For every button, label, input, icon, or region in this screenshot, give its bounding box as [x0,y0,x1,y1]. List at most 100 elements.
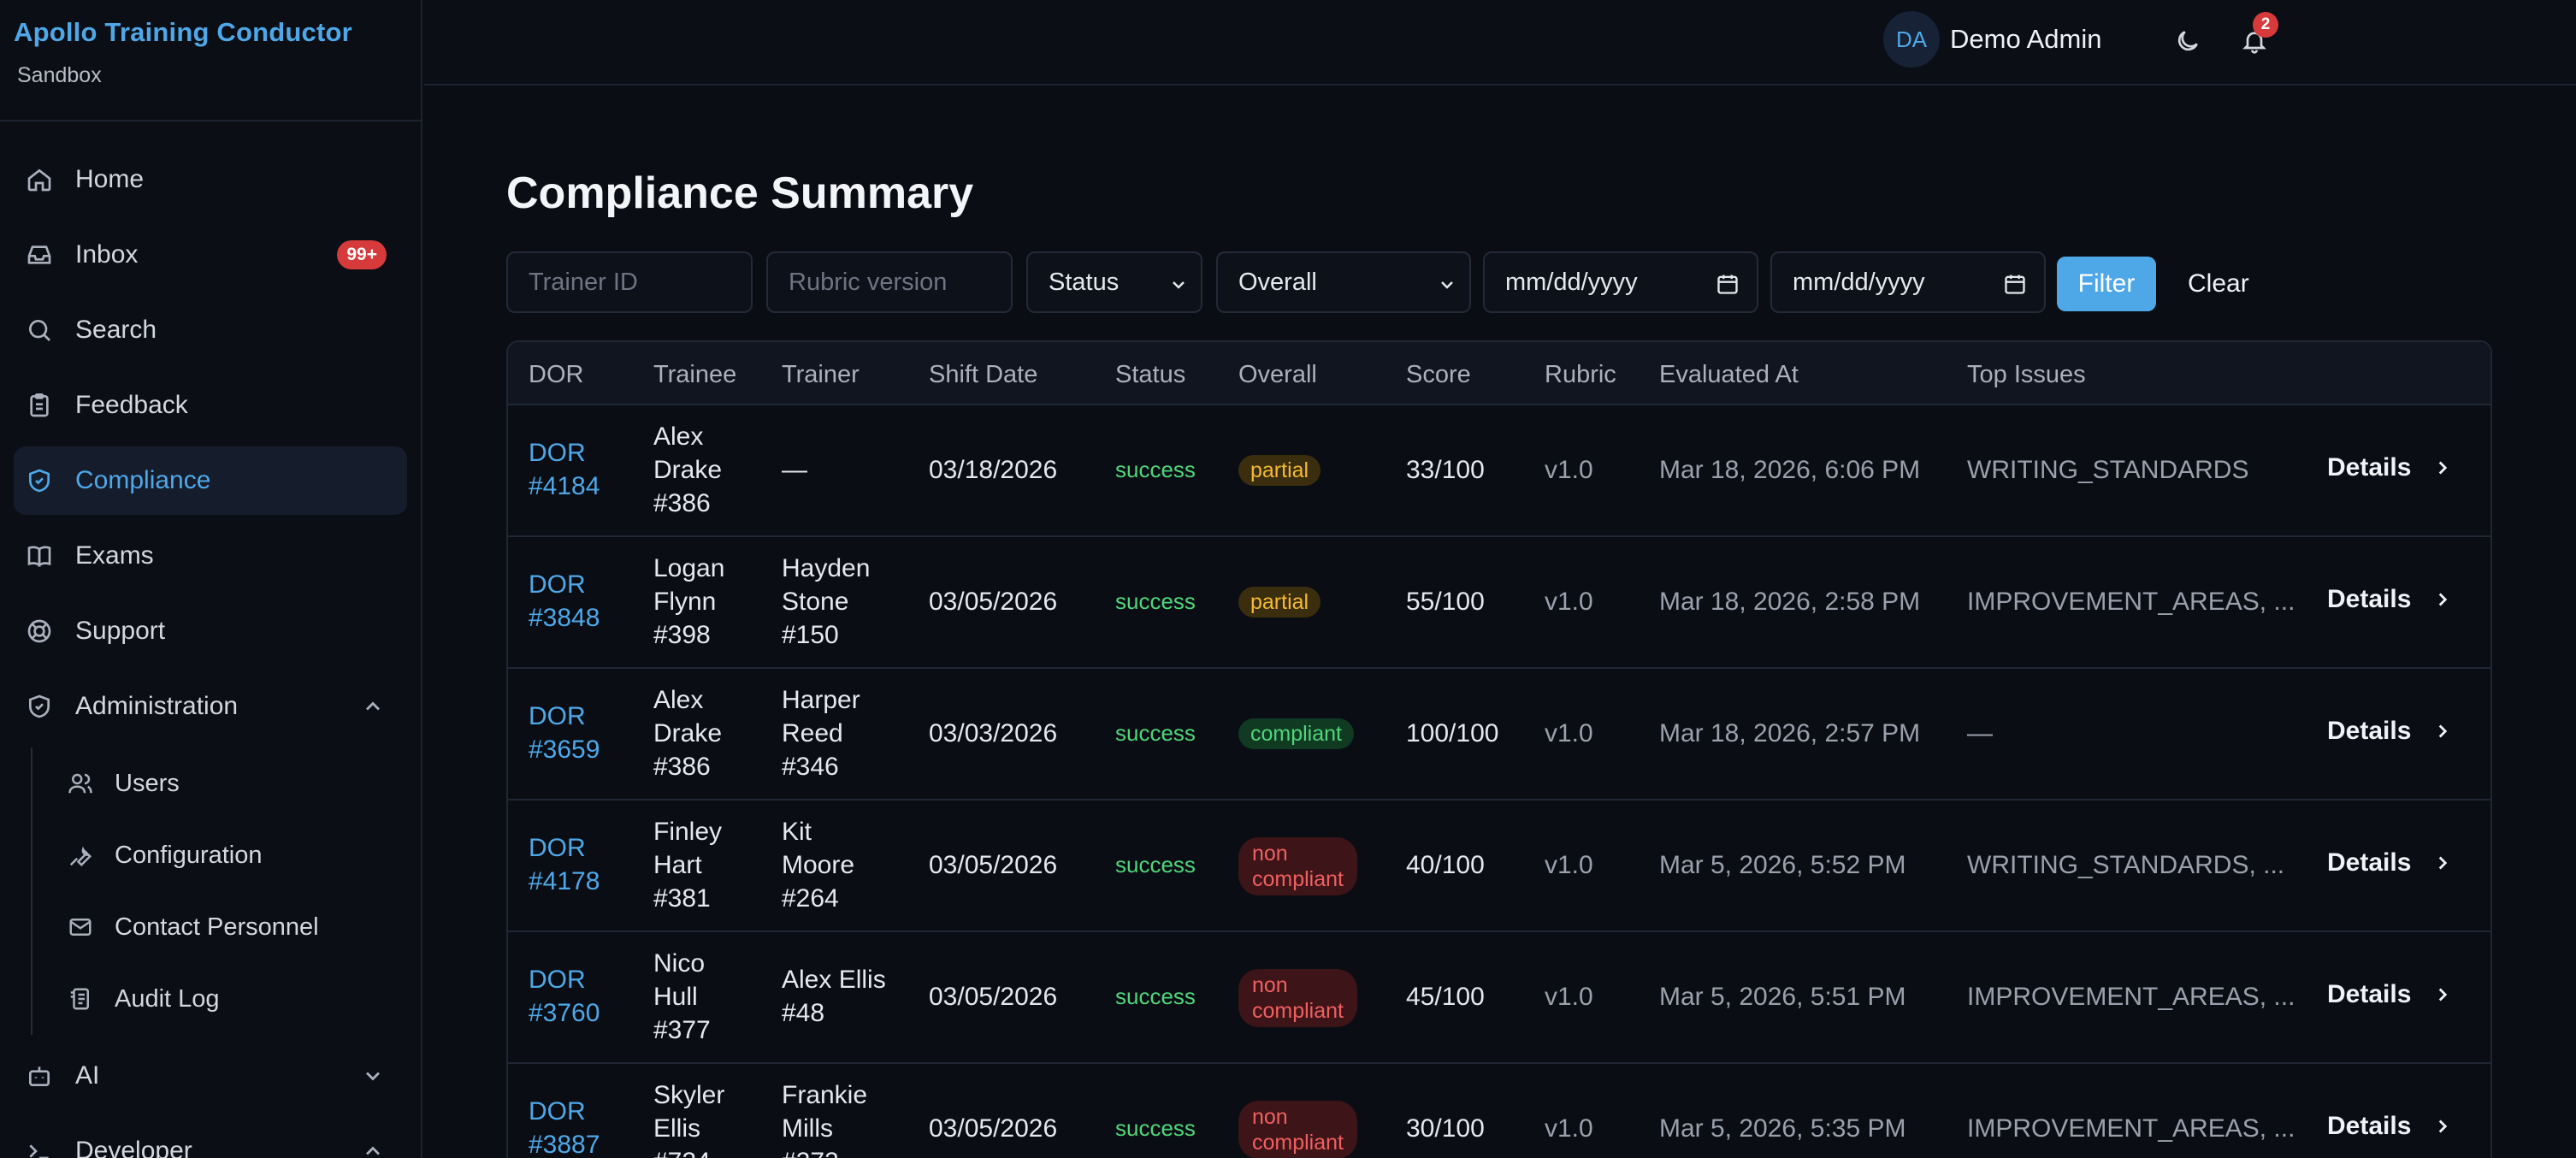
details-button[interactable]: Details [2327,848,2454,877]
status-select[interactable]: Status [1026,251,1202,313]
calendar-icon[interactable] [1716,272,1740,296]
trainer-cell: Kit Moore #264 [782,817,855,913]
dor-link[interactable]: DOR #4184 [529,439,600,500]
sidebar-item-feedback[interactable]: Feedback [14,371,407,440]
column-header-status[interactable]: Status [1115,361,1186,388]
search-icon [21,311,58,349]
sidebar-item-audit-log[interactable]: Audit Log [44,963,421,1035]
avatar[interactable]: DA [1883,11,1940,68]
top-issues-cell: WRITING_STANDARDS [1967,455,2249,484]
dor-link[interactable]: DOR #3760 [529,966,600,1027]
sidebar-item-search[interactable]: Search [14,296,407,364]
column-header-dor[interactable]: DOR [529,361,584,388]
details-label: Details [2327,848,2412,877]
details-button[interactable]: Details [2327,453,2454,482]
score-cell: 40/100 [1406,850,1485,879]
dor-link[interactable]: DOR #3848 [529,570,600,632]
details-button[interactable]: Details [2327,717,2454,746]
score-cell: 33/100 [1406,455,1485,484]
column-header-overall[interactable]: Overall [1238,361,1317,388]
sidebar-item-ai[interactable]: AI [14,1042,407,1110]
sidebar-item-label: Users [115,769,180,797]
trainee-cell: Finley Hart #381 [653,817,723,913]
calendar-icon[interactable] [2003,272,2027,296]
table-row[interactable]: DOR #3659 Alex Drake #386 Harper Reed #346 03/03… [508,667,2490,799]
details-button[interactable]: Details [2327,585,2454,614]
topbar: 2 [424,0,2576,86]
date-to-input[interactable]: mm/dd/yyyy [1770,251,2046,313]
details-label: Details [2327,1111,2412,1140]
rubric-version-input[interactable]: Rubric version [766,251,1013,313]
filter-button[interactable]: Filter [2057,257,2156,311]
details-button[interactable]: Details [2327,1112,2454,1141]
theme-toggle-moon-icon[interactable] [2169,22,2207,60]
sidebar-item-support[interactable]: Support [14,597,407,665]
dor-link[interactable]: DOR #3887 [529,1097,600,1158]
sidebar-item-home[interactable]: Home [14,145,407,214]
top-issues-cell: IMPROVEMENT_AREAS, ... [1967,1114,2295,1143]
sidebar-item-label: Search [75,316,157,344]
table-row[interactable]: DOR #3760 Nico Hull #377 Alex Ellis #48 03/05/2… [508,931,2490,1062]
column-header-rubric[interactable]: Rubric [1545,361,1616,388]
dor-link[interactable]: DOR #3659 [529,702,600,764]
dor-link[interactable]: DOR #4178 [529,834,600,895]
score-cell: 30/100 [1406,1114,1485,1143]
sidebar-item-configuration[interactable]: Configuration [44,819,421,891]
sidebar-item-label: Audit Log [115,984,220,1013]
evaluated-at-cell: Mar 5, 2026, 5:51 PM [1659,982,1906,1011]
column-header-score[interactable]: Score [1406,361,1471,388]
table-row[interactable]: DOR #3848 Logan Flynn #398 Hayden Stone #150 03/… [508,535,2490,667]
column-header-shift-date[interactable]: Shift Date [929,361,1038,388]
sidebar-item-label: Contact Personnel [115,913,319,941]
sidebar-nav: Home Inbox 99+ Search Feedback Complianc… [0,121,421,1158]
column-header-trainee[interactable]: Trainee [653,361,737,388]
bell-icon[interactable]: 2 [2236,12,2278,60]
date-from-input[interactable]: mm/dd/yyyy [1483,251,1758,313]
chevron-up-icon[interactable] [361,694,385,718]
shield-icon [21,688,58,725]
scroll-icon [63,982,97,1016]
sidebar-item-contact-personnel[interactable]: Contact Personnel [44,891,421,963]
sidebar-item-compliance[interactable]: Compliance [14,446,407,515]
top-issues-cell: — [1967,718,1993,747]
app-title[interactable]: Apollo Training Conductor [14,17,352,47]
sidebar-item-label: Feedback [75,391,188,419]
rubric-cell: v1.0 [1545,718,1593,747]
chevron-up-icon[interactable] [361,1139,385,1158]
trainee-cell: Logan Flynn #398 [653,553,725,649]
sidebar-item-inbox[interactable]: Inbox 99+ [14,221,407,289]
sidebar-item-developer[interactable]: Developer [14,1117,407,1158]
column-header-evaluated-at[interactable]: Evaluated At [1659,361,1799,388]
column-header-top-issues[interactable]: Top Issues [1967,361,2086,388]
top-issues-cell: IMPROVEMENT_AREAS, ... [1967,982,2295,1011]
book-icon [21,537,58,575]
inbox-count-badge: 99+ [337,240,387,269]
sidebar-item-administration[interactable]: Administration [14,672,407,741]
table-row[interactable]: DOR #4184 Alex Drake #386 — 03/18/2026 success p… [508,404,2490,535]
placeholder: Rubric version [789,268,948,296]
overall-select[interactable]: Overall [1216,251,1471,313]
user-name[interactable]: Demo Admin [1950,24,2102,54]
table-row[interactable]: DOR #4178 Finley Hart #381 Kit Moore #264 03/05/… [508,799,2490,931]
shift-date-cell: 03/05/2026 [929,587,1058,616]
sidebar-item-exams[interactable]: Exams [14,522,407,590]
inbox-icon [21,236,58,274]
shield-check-icon [21,462,58,499]
clear-button[interactable]: Clear [2188,269,2249,298]
column-header-trainer[interactable]: Trainer [782,361,860,388]
trainer-cell: Alex Ellis #48 [782,966,886,1027]
placeholder: Trainer ID [529,268,638,296]
details-button[interactable]: Details [2327,980,2454,1009]
clipboard-icon [21,387,58,424]
mail-icon [63,910,97,944]
score-cell: 55/100 [1406,587,1485,616]
chevron-down-icon[interactable] [361,1064,385,1088]
trainer-id-input[interactable]: Trainer ID [506,251,753,313]
table-header: DOR Trainee Trainer Shift Date Status Ov… [508,342,2490,404]
users-icon [63,766,97,801]
chevron-right-icon [2439,856,2448,869]
overall-badge: non compliant [1238,837,1357,895]
sidebar-item-users[interactable]: Users [44,747,421,819]
top-issues-cell: WRITING_STANDARDS, ... [1967,850,2285,879]
